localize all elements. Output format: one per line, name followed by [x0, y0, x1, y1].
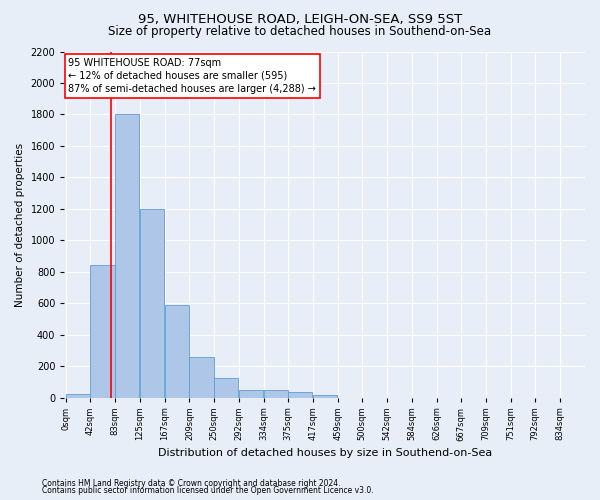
- Text: 95, WHITEHOUSE ROAD, LEIGH-ON-SEA, SS9 5ST: 95, WHITEHOUSE ROAD, LEIGH-ON-SEA, SS9 5…: [138, 12, 462, 26]
- Bar: [288, 392, 312, 398]
- Bar: [115, 114, 139, 398]
- Bar: [65, 394, 90, 398]
- Text: Contains HM Land Registry data © Crown copyright and database right 2024.: Contains HM Land Registry data © Crown c…: [42, 478, 341, 488]
- Y-axis label: Number of detached properties: Number of detached properties: [15, 142, 25, 306]
- Bar: [91, 264, 115, 398]
- Text: Size of property relative to detached houses in Southend-on-Sea: Size of property relative to detached ho…: [109, 25, 491, 38]
- Bar: [239, 390, 263, 398]
- Bar: [190, 356, 214, 398]
- Text: 95 WHITEHOUSE ROAD: 77sqm
← 12% of detached houses are smaller (595)
87% of semi: 95 WHITEHOUSE ROAD: 77sqm ← 12% of detac…: [68, 58, 316, 94]
- Bar: [164, 304, 189, 398]
- Bar: [313, 395, 337, 398]
- Bar: [140, 209, 164, 398]
- Bar: [214, 378, 238, 398]
- Bar: [263, 390, 288, 398]
- Text: Contains public sector information licensed under the Open Government Licence v3: Contains public sector information licen…: [42, 486, 374, 495]
- X-axis label: Distribution of detached houses by size in Southend-on-Sea: Distribution of detached houses by size …: [158, 448, 492, 458]
